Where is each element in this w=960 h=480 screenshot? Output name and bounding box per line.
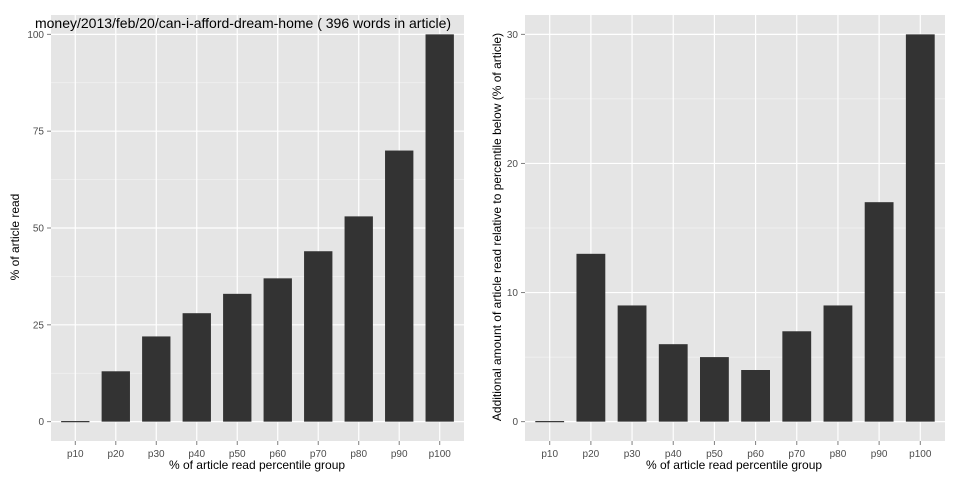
chart-left-y-tick-label: 50	[33, 224, 45, 235]
chart-left-x-tick-label: p50	[229, 449, 246, 460]
chart-right-bar-p100	[905, 34, 935, 422]
chart-left-y-tick-label: 75	[33, 127, 45, 138]
chart-right-x-tick-label: p30	[624, 449, 641, 460]
chart-left-x-tick-label: p70	[310, 449, 327, 460]
chart-left-bar-p50	[223, 293, 252, 422]
chart-left-bar-p80	[344, 216, 373, 422]
chart-right-x-tick-label: p20	[583, 449, 600, 460]
chart-left-bar-p60	[263, 278, 292, 422]
chart-left-x-tick-label: p10	[67, 449, 84, 460]
chart-right: % of article read percentile group Addit…	[490, 15, 945, 472]
chart-left-x-axis-title: % of article read percentile group	[169, 458, 345, 472]
chart-left-x-tick-label: p60	[269, 449, 286, 460]
chart-right-x-tick-label: p90	[871, 449, 888, 460]
chart-right-bar-p80	[823, 305, 853, 422]
chart-left-bar-p10	[61, 421, 90, 423]
chart-right-x-tick-label: p60	[747, 449, 764, 460]
chart-left-y-tick-label: 100	[27, 30, 44, 41]
chart-left-bar-p70	[304, 251, 333, 422]
chart-left-x-tick-label: p100	[429, 449, 452, 460]
chart-right-y-tick-label: 30	[507, 30, 519, 41]
chart-right-x-tick-label: p70	[788, 449, 805, 460]
chart-right-x-tick-label: p40	[665, 449, 682, 460]
chart-left-y-axis-title: % of article read	[8, 194, 22, 281]
chart-left-bar-p40	[182, 313, 211, 422]
chart-right-y-tick-label: 0	[512, 417, 518, 428]
chart-left-x-tick-label: p40	[188, 449, 205, 460]
chart-left-bar-p30	[142, 336, 171, 422]
chart-left-x-tick-label: p20	[107, 449, 124, 460]
chart-right-y-axis-title: Additional amount of article read relati…	[490, 33, 504, 421]
chart-right-bar-p60	[741, 370, 770, 422]
chart-left-bar-p20	[101, 371, 130, 422]
chart-left: money/2013/feb/20/can-i-afford-dream-hom…	[8, 15, 464, 472]
chart-right-bar-p50	[700, 357, 729, 422]
chart-left-x-tick-label: p30	[148, 449, 165, 460]
chart-left-bar-p100	[425, 34, 454, 422]
chart-right-plot-area	[521, 15, 945, 445]
chart-right-y-tick-label: 10	[507, 288, 519, 299]
chart-left-x-tick-label: p80	[350, 449, 367, 460]
chart-left-x-tick-label: p90	[391, 449, 408, 460]
chart-left-bar-p90	[385, 150, 414, 422]
chart-left-plot-area	[47, 15, 464, 445]
chart-right-bar-p40	[658, 344, 688, 422]
chart-right-x-tick-label: p80	[830, 449, 847, 460]
chart-right-x-tick-label: p50	[706, 449, 723, 460]
chart-right-bar-p10	[535, 421, 565, 423]
chart-right-x-tick-label: p100	[909, 449, 932, 460]
chart-right-bar-p30	[617, 305, 647, 422]
chart-right-x-axis-title: % of article read percentile group	[646, 458, 822, 472]
chart-right-y-tick-label: 20	[507, 159, 519, 170]
chart-right-x-tick-label: p10	[541, 449, 558, 460]
chart-left-y-tick-label: 0	[38, 417, 44, 428]
chart-left-title: money/2013/feb/20/can-i-afford-dream-hom…	[35, 15, 451, 31]
chart-right-bar-p90	[864, 202, 894, 422]
chart-left-y-tick-label: 25	[33, 320, 45, 331]
chart-right-bar-p70	[782, 331, 812, 422]
chart-right-bar-p20	[576, 253, 606, 422]
